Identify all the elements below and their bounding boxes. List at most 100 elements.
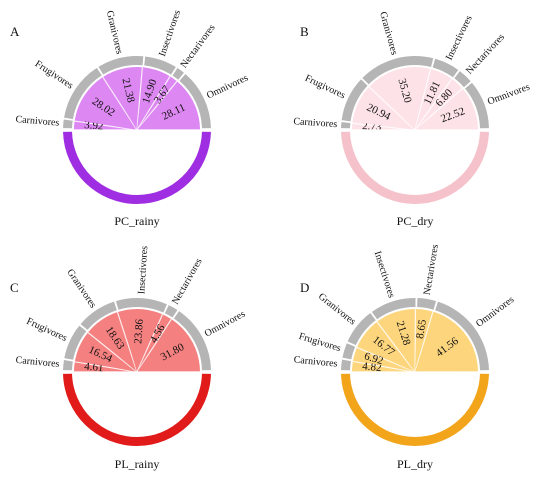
fill-wedge-frugivores (75, 332, 137, 372)
category-arc-insectivores (144, 56, 176, 75)
chart-title: PC_dry (397, 214, 434, 228)
category-label-nectarivores: Nectarivores (179, 22, 218, 70)
fill-wedge-omnivores (415, 312, 478, 372)
panel-letter: D (300, 280, 309, 295)
category-label-carnivores: Carnivores (15, 355, 60, 370)
chord-line (368, 86, 416, 131)
group-band-arc (63, 373, 211, 446)
fill-wedge-granivores (370, 68, 431, 130)
value-label-insectivores: 23.86 (132, 318, 146, 344)
category-arc-insectivores (115, 298, 167, 313)
category-arc-granivores (362, 55, 434, 85)
category-arc-nectarivores (164, 305, 178, 318)
category-label-insectivores: Insectivores (372, 250, 397, 299)
fill-wedge-omnivores (137, 320, 200, 372)
chord-line (352, 122, 416, 131)
category-arc-frugivores (342, 343, 356, 360)
chord-line (352, 360, 416, 373)
chord-line (414, 68, 432, 131)
chord-line (136, 67, 143, 131)
category-arc-granivores (80, 301, 117, 330)
chord-line (136, 76, 171, 131)
category-label-granivores: Granivores (64, 267, 98, 310)
category-arc-frugivores (64, 325, 87, 360)
value-label-nectarivores: 8.65 (414, 318, 429, 339)
category-arc-nectarivores (454, 71, 471, 88)
category-arc-omnivores (173, 311, 211, 371)
category-arc-insectivores (371, 297, 416, 320)
category-arc-omnivores (465, 82, 489, 129)
category-label-nectarivores: Nectarivores (422, 244, 441, 296)
chord-line (414, 311, 434, 373)
fill-wedge-insectivores (378, 309, 416, 372)
fill-wedge-nectarivores (137, 77, 177, 130)
category-arc-nectarivores (172, 68, 184, 80)
chord-line (414, 88, 463, 131)
fill-wedge-granivores (104, 67, 143, 130)
category-label-carnivores: Carnivores (15, 114, 60, 129)
category-arc-granivores (347, 313, 376, 346)
category-label-insectivores: Insectivores (136, 245, 150, 294)
category-label-granivores: Granivores (377, 11, 400, 57)
category-label-omnivores: Omnivores (203, 309, 247, 340)
chord-line (356, 346, 416, 373)
panel-letter: B (300, 24, 309, 39)
category-label-frugivores: Frugivores (297, 331, 342, 354)
category-arc-frugivores (64, 67, 102, 120)
fill-wedge-granivores (88, 312, 137, 372)
chart-panel-c: Carnivores 4.61Frugivores16.54Granivores1… (10, 245, 247, 471)
chord-line (136, 314, 164, 373)
category-arc-omnivores (435, 301, 489, 371)
chord-line (414, 78, 453, 131)
category-label-granivores: Granivores (316, 291, 358, 327)
fill-wedge-frugivores (352, 86, 415, 130)
chart-panel-a: Carnivores 3.92Frugivores28.02Granivores2… (10, 9, 250, 228)
chord-line (102, 76, 138, 131)
fill-wedge-omnivores (137, 82, 200, 130)
value-label-granivores: 21.38 (119, 77, 136, 104)
chord-line (74, 361, 138, 373)
category-arc-carnivores (63, 119, 73, 129)
chord-line (376, 321, 416, 373)
chord-line (136, 80, 178, 131)
category-label-nectarivores: Nectarivores (464, 32, 507, 77)
group-band-arc (63, 131, 211, 204)
chart-title: PC_rainy (114, 214, 159, 228)
chart-title: PL_dry (397, 457, 433, 471)
category-label-frugivores: Frugivores (33, 58, 75, 91)
fill-wedge-insectivores (119, 311, 163, 372)
category-label-insectivores: Insectivores (444, 14, 475, 62)
category-arc-carnivores (63, 360, 73, 371)
category-arc-nectarivores (417, 298, 437, 310)
category-label-granivores: Granivores (104, 10, 125, 56)
category-label-frugivores: Frugivores (25, 316, 69, 344)
category-arc-insectivores (432, 58, 459, 78)
category-label-nectarivores: Nectarivores (170, 256, 205, 306)
fill-wedge-granivores (357, 321, 415, 372)
category-arc-carnivores (341, 359, 351, 371)
chart-panel-d: Carnivores 4.82Frugivores6.92Granivores16… (293, 244, 516, 471)
fill-wedge-nectarivores (415, 79, 463, 130)
chord-line (74, 120, 138, 131)
fill-wedge-insectivores (415, 69, 452, 130)
group-band-arc (341, 131, 489, 205)
chord-line (136, 318, 172, 373)
chord-line (116, 311, 138, 373)
category-label-insectivores: Insectivores (157, 9, 183, 58)
category-label-carnivores: Carnivores (293, 116, 338, 130)
chart-title: PL_rainy (115, 457, 160, 471)
fill-wedge-omnivores (415, 89, 478, 130)
category-arc-carnivores (341, 122, 351, 129)
category-label-frugivores: Frugivores (303, 73, 347, 102)
panel-letter: C (10, 280, 19, 295)
category-arc-granivores (98, 56, 144, 75)
category-label-omnivores: Omnivores (486, 82, 532, 108)
fill-wedge-frugivores (74, 77, 137, 130)
category-arc-frugivores (341, 79, 368, 122)
panel-letter: A (10, 24, 20, 39)
category-label-carnivores: Carnivores (293, 354, 338, 369)
group-band-arc (341, 373, 489, 447)
fill-wedge-insectivores (137, 67, 171, 130)
chart-panel-b: Carnivores 2.73Frugivores20.94Granivores3… (293, 11, 532, 228)
